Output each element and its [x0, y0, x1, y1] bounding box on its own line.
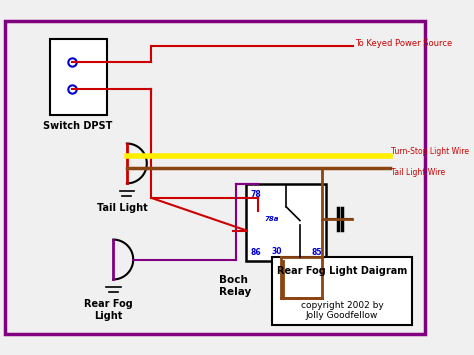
Text: To Keyed Power Source: To Keyed Power Source: [355, 39, 453, 48]
Text: 86: 86: [250, 248, 261, 257]
Text: Switch DPST: Switch DPST: [43, 121, 113, 131]
Text: Boch
Relay: Boch Relay: [219, 275, 252, 296]
Text: 78: 78: [250, 190, 261, 199]
Bar: [50, 39, 107, 115]
Bar: [272, 257, 412, 325]
Text: Rear Fog Light Daigram: Rear Fog Light Daigram: [277, 266, 407, 276]
Text: Tail Light: Tail Light: [97, 203, 148, 213]
Text: 85: 85: [312, 248, 322, 257]
Text: Rear Fog
Light: Rear Fog Light: [84, 299, 133, 321]
Text: Turn-Stop Light Wire: Turn-Stop Light Wire: [392, 147, 469, 156]
Text: copyright 2002 by
Jolly Goodfellow: copyright 2002 by Jolly Goodfellow: [301, 301, 383, 320]
Text: Tail Light Wire: Tail Light Wire: [392, 168, 446, 177]
Bar: [246, 184, 326, 261]
Text: 30: 30: [272, 247, 283, 256]
Text: 78a: 78a: [264, 216, 279, 222]
